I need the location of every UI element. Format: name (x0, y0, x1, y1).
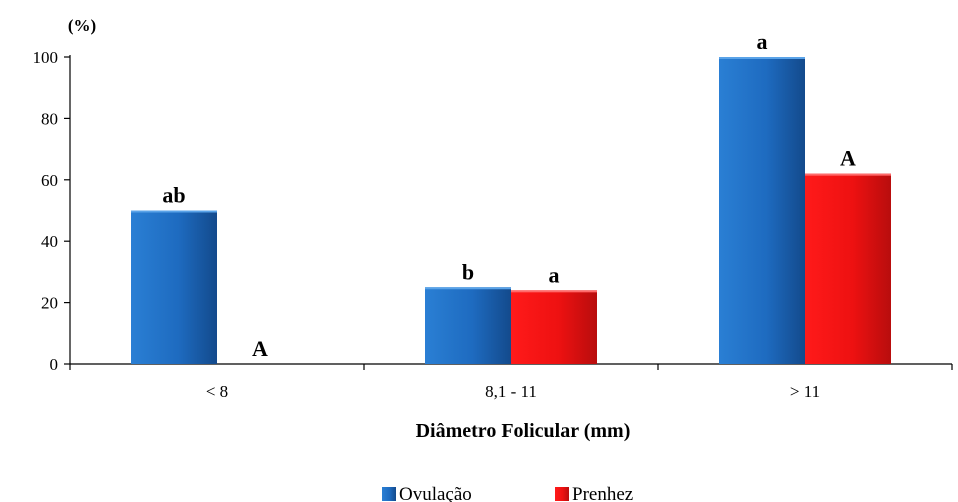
bar-ovulacao (425, 287, 511, 364)
y-tick-label: 80 (41, 109, 58, 128)
bar-top-highlight (805, 173, 891, 176)
bar-prenhez (805, 173, 891, 364)
y-axis-label: (%) (68, 16, 96, 35)
bar-annotation: ab (162, 183, 185, 208)
legend: Ovulação Prenhez (382, 484, 633, 502)
legend-swatch (555, 487, 569, 501)
y-tick-label: 40 (41, 232, 58, 251)
bar-top-highlight (511, 290, 597, 293)
legend-swatch (382, 487, 396, 501)
x-tick-label: < 8 (206, 382, 228, 401)
y-tick-label: 20 (41, 294, 58, 313)
legend-item-prenhez: Prenhez (555, 484, 633, 502)
x-axis: < 8 8,1 - 11 > 11 (69, 363, 953, 401)
legend-label: Ovulação (399, 484, 472, 502)
bar-annotation: a (757, 29, 768, 54)
bar-ovulacao (719, 57, 805, 364)
y-tick-label: 0 (50, 355, 59, 374)
bar-top-highlight (425, 287, 511, 290)
bar-ovulacao (131, 210, 217, 364)
bar-annotations: ab Ab a a A (162, 29, 856, 361)
x-tick-label: > 11 (790, 382, 820, 401)
bars (131, 57, 891, 364)
legend-item-ovulacao: Ovulação (382, 484, 472, 502)
bar-top-highlight (719, 57, 805, 59)
y-axis: 0 20 40 60 80 100 (33, 48, 71, 374)
y-tick-label: 60 (41, 171, 58, 190)
bar-annotation: b (462, 259, 474, 284)
bar-prenhez (511, 290, 597, 364)
y-tick-label: 100 (33, 48, 59, 67)
bar-annotation: A (840, 146, 856, 171)
bar-annotation: A (252, 336, 268, 361)
x-axis-label: Diâmetro Folicular (mm) (416, 420, 631, 442)
legend-label: Prenhez (572, 484, 633, 502)
bar-top-highlight (131, 210, 217, 213)
x-tick-label: 8,1 - 11 (485, 382, 537, 401)
bar-annotation: a (549, 262, 560, 287)
